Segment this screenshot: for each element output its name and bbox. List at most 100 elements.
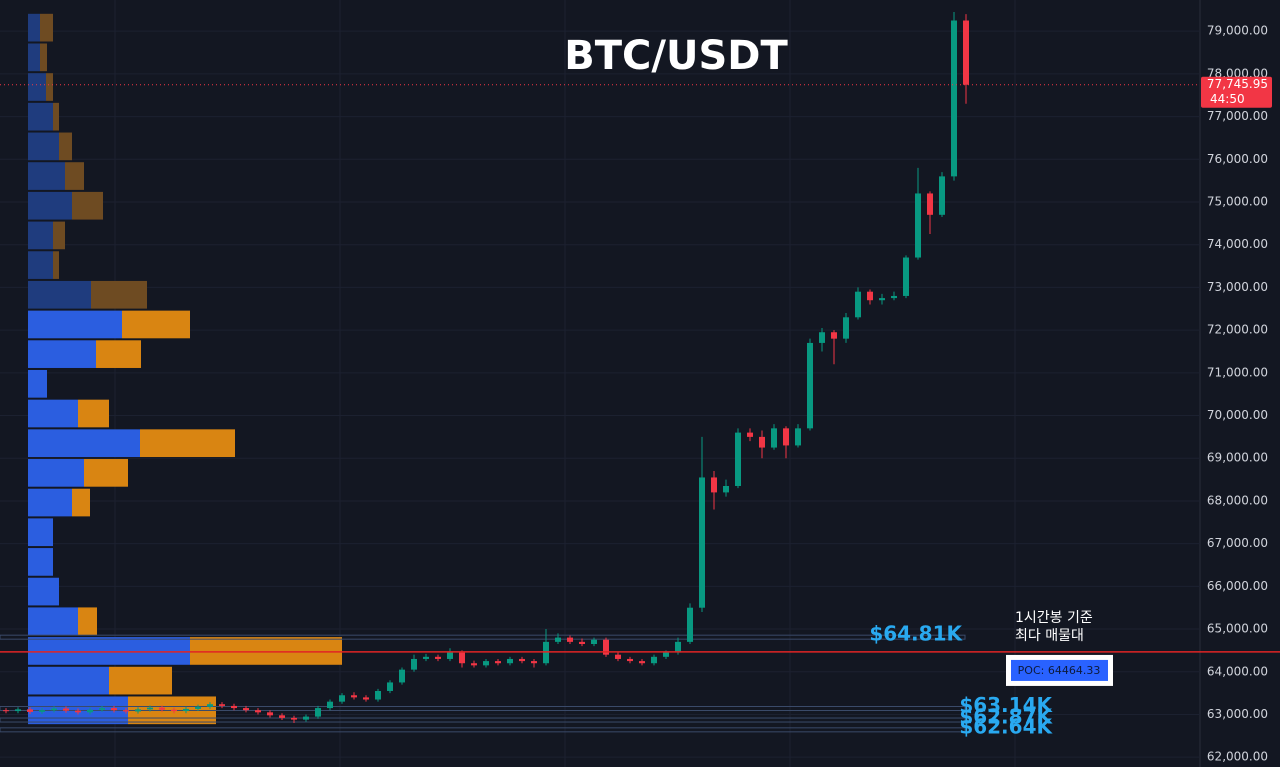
candle-body [171,709,177,712]
level-zone [0,634,966,640]
candle-body [687,607,693,642]
candle-body [207,704,213,707]
candle-body [15,709,21,712]
candle-body [483,661,489,666]
profile-buy [28,488,72,517]
candle-body [783,428,789,446]
profile-sell [84,459,128,487]
candle-body [459,652,465,664]
candle-body [471,663,477,666]
candle-body [51,708,57,711]
profile-buy [28,637,190,665]
candle-body [675,641,681,653]
profile-buy [28,607,78,636]
candle-body [771,428,777,448]
annotation: 1시간봉 기준 [1015,610,1093,626]
candle-body [411,658,417,670]
candle-body [135,709,141,712]
profile-sell [91,280,147,309]
profile-sell [40,13,53,42]
y-tick-label: 69,000.00 [1207,451,1268,465]
y-tick-label: 64,000.00 [1207,664,1268,678]
candle-body [387,682,393,691]
candle-body [603,639,609,655]
candle-body [663,652,669,657]
y-tick-label: 65,000.00 [1207,622,1268,636]
y-tick-label: 76,000.00 [1207,152,1268,166]
candle-body [735,432,741,486]
candle-body [519,658,525,662]
candle-body [711,477,717,493]
candle-body [183,708,189,712]
candle-body [3,710,9,712]
candle-body [27,709,33,712]
candle-body [651,656,657,664]
candle-body [747,432,753,437]
profile-sell [59,132,72,161]
candle-body [123,710,129,712]
profile-sell [140,429,235,458]
profile-buy [28,310,122,339]
profile-sell [78,607,97,636]
candle-body [111,708,117,711]
poc-box [1011,659,1108,681]
candle-body [99,708,105,710]
candle-body [375,690,381,700]
candle-body [507,658,513,664]
candle-body [219,704,225,706]
y-tick-label: 77,000.00 [1207,109,1268,123]
candle-body [879,298,885,301]
y-tick-label: 70,000.00 [1207,408,1268,422]
profile-sell [78,399,109,428]
candle-body [423,656,429,659]
candle-body [891,295,897,299]
profile-sell [190,637,342,665]
profile-sell [53,221,65,250]
profile-sell [109,666,172,695]
profile-buy [28,191,72,220]
profile-buy [28,43,40,72]
level-label: $62.64K [959,714,1053,738]
y-tick-label: 79,000.00 [1207,24,1268,38]
profile-sell [53,102,59,131]
profile-sell [72,191,103,220]
candle-body [39,710,45,712]
candle-body [279,715,285,718]
profile-buy [28,162,65,190]
profile-buy [28,548,53,576]
profile-buy [28,666,109,695]
level-zone [0,717,966,723]
profile-buy [28,369,47,398]
candle-body [231,705,237,709]
y-tick-label: 62,000.00 [1207,750,1268,764]
annotation: 최다 매물대 [1015,628,1084,644]
profile-sell [96,340,141,368]
profile-sell [122,310,190,339]
level-label: $64.81K [869,622,963,646]
candle-body [435,656,441,659]
candle-body [291,717,297,720]
profile-buy [28,73,46,101]
candle-body [963,20,969,85]
candle-body [759,436,765,448]
candle-body [75,710,81,713]
y-tick-label: 68,000.00 [1207,493,1268,507]
chart-title: BTC/USDT [564,33,788,79]
profile-sell [46,73,53,101]
level-label: $63.14K [959,693,1053,717]
profile-buy [28,132,59,161]
candle-body [795,428,801,446]
profile-sell [40,43,47,72]
profile-buy [28,251,53,279]
candle-body [351,695,357,698]
profile-buy [28,577,59,606]
candle-body [315,708,321,717]
candle-body [579,641,585,645]
candle-body [699,477,705,608]
candle-body [591,639,597,645]
candle-body [87,709,93,713]
profile-buy [28,221,53,250]
y-tick-label: 72,000.00 [1207,323,1268,337]
